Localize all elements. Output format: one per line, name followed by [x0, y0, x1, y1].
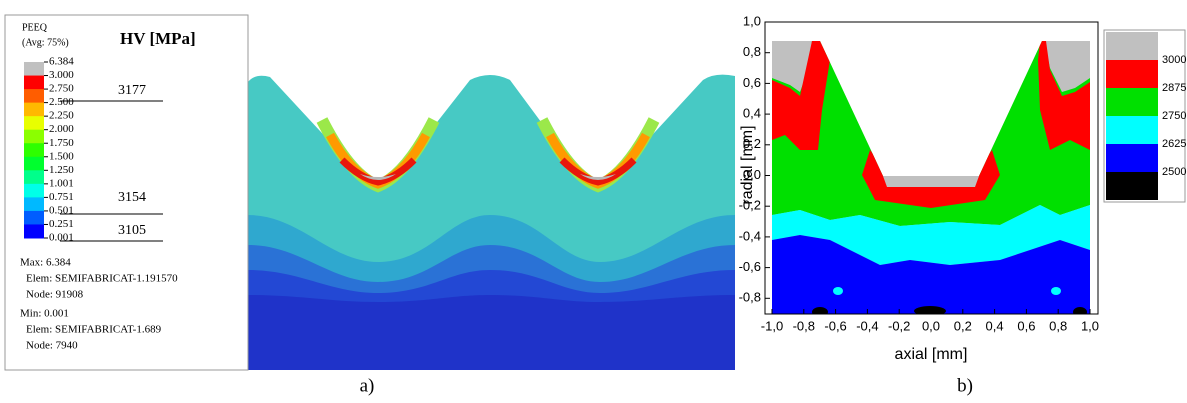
- y-tick-label: 0,0: [743, 167, 761, 182]
- min-elem: Elem: SEMIFABRICAT-1.689: [26, 324, 162, 336]
- max-node: Node: 91908: [26, 289, 84, 301]
- axes: 1,00,80,60,40,20,0-0,2-0,4-0,6-0,8-1,0 -0…: [739, 13, 1099, 333]
- legend-swatch: [1106, 172, 1158, 200]
- x-tick-label: 0,0: [922, 318, 940, 333]
- scale-label: 2.250: [49, 110, 74, 122]
- scale-label: 2.750: [49, 83, 74, 95]
- scale-label: 0.751: [49, 191, 74, 203]
- x-tick-label: 0,2: [954, 318, 972, 333]
- contour-plot: [772, 41, 1090, 314]
- hardness-value: 3154: [118, 190, 146, 205]
- panel-label: a): [360, 375, 375, 396]
- legend-title: PEEQ: [22, 22, 48, 33]
- legend-swatch: [1106, 60, 1158, 88]
- color-band: [24, 170, 44, 185]
- hardness-value: 3177: [118, 83, 146, 98]
- x-tick-label: -1,0: [761, 318, 783, 333]
- legend-swatch: [1106, 116, 1158, 144]
- legend-label: 2750: [1162, 110, 1186, 122]
- y-axis-label: radial [mm]: [739, 125, 756, 204]
- legend-label: 2500: [1162, 166, 1186, 178]
- y-tick-label: -0,4: [739, 228, 761, 243]
- panel-label: b): [957, 375, 973, 396]
- x-tick-label: 0,4: [986, 318, 1004, 333]
- scale-label: 0.001: [49, 232, 74, 244]
- scale-label: 3.000: [49, 69, 74, 81]
- y-tick-label: -0,2: [739, 198, 761, 213]
- legend-label: 2875: [1162, 82, 1186, 94]
- scale-label: 1.250: [49, 164, 74, 176]
- max-elem: Elem: SEMIFABRICAT-1.191570: [26, 273, 178, 285]
- x-tick-label: -0,6: [824, 318, 846, 333]
- scale-label: 1.500: [49, 150, 74, 162]
- color-band: [24, 210, 44, 225]
- x-axis-label: axial [mm]: [895, 346, 968, 363]
- scale-label: 6.384: [49, 56, 74, 68]
- x-tick-label: 0,8: [1049, 318, 1067, 333]
- scale-label: 1.750: [49, 137, 74, 149]
- color-band: [24, 224, 44, 239]
- scale-label: 0.501: [49, 204, 74, 216]
- color-band: [24, 75, 44, 90]
- legend-subtitle: (Avg: 75%): [22, 37, 69, 48]
- legend-swatch: [1106, 88, 1158, 116]
- x-tick-label: 0,6: [1017, 318, 1035, 333]
- min-node: Node: 7940: [26, 340, 78, 352]
- hardness-title: HV [MPa]: [120, 29, 196, 48]
- x-tick-label: -0,2: [888, 318, 910, 333]
- legend-swatch: [1106, 144, 1158, 172]
- x-tick-label: 1,0: [1081, 318, 1099, 333]
- legend-label: 2625: [1162, 138, 1186, 150]
- color-band: [24, 183, 44, 198]
- hardness-value: 3105: [118, 223, 146, 238]
- legend-box: [4, 14, 249, 371]
- scale-label: 0.251: [49, 218, 74, 230]
- color-band: [24, 156, 44, 171]
- legend-label: 3000: [1162, 54, 1186, 66]
- y-tick-label: 1,0: [743, 13, 761, 28]
- max-text: Max: 6.384: [20, 257, 71, 269]
- scale-label: 1.001: [49, 177, 74, 189]
- y-tick-label: 0,4: [743, 106, 761, 121]
- color-band: [24, 89, 44, 104]
- legend-swatch: [1106, 32, 1158, 60]
- color-band: [24, 116, 44, 131]
- simulation-image: [248, 74, 735, 371]
- color-band: [24, 102, 44, 117]
- scale-label: 2.500: [49, 96, 74, 108]
- y-tick-label: -0,6: [739, 259, 761, 274]
- y-tick-label: 0,2: [743, 136, 761, 151]
- y-tick-label: 0,8: [743, 44, 761, 59]
- y-tick-label: -0,8: [739, 290, 761, 305]
- legend: 3000 2875 2750 2625 2500: [1103, 29, 1186, 203]
- min-text: Min: 0.001: [20, 308, 69, 320]
- color-band: [24, 197, 44, 212]
- y-tick-label: 0,6: [743, 75, 761, 90]
- x-tick-label: -0,4: [856, 318, 878, 333]
- color-band: [24, 62, 44, 77]
- color-band: [24, 129, 44, 144]
- scale-label: 2.000: [49, 123, 74, 135]
- color-band: [24, 143, 44, 158]
- x-tick-label: -0,8: [793, 318, 815, 333]
